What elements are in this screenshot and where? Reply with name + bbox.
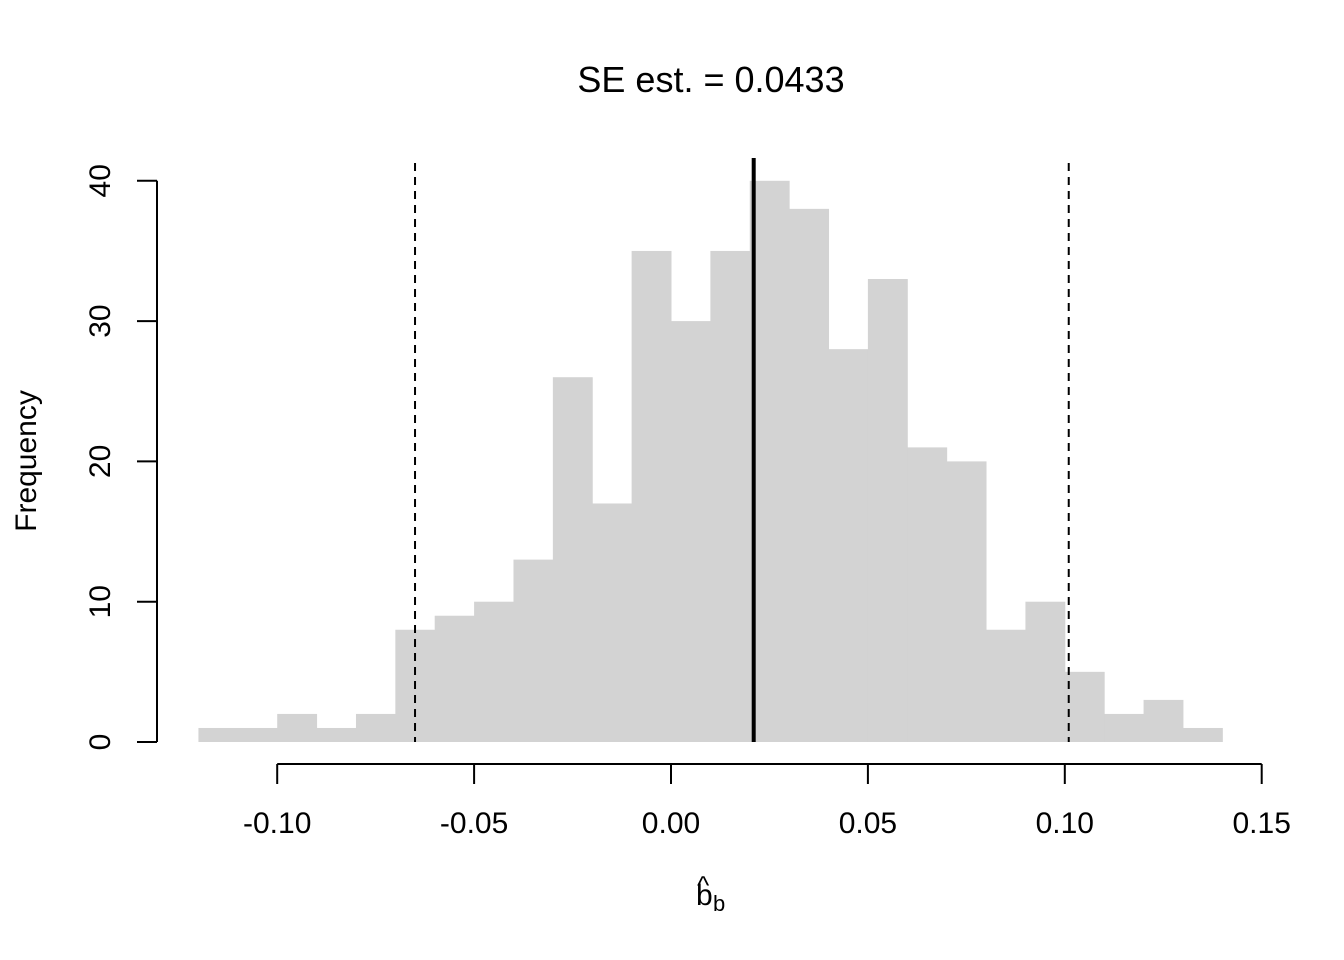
histogram-bar-10	[592, 503, 633, 742]
histogram-bar-19	[946, 461, 987, 742]
histogram-bar-4	[355, 713, 396, 742]
histogram-bar-15	[789, 208, 830, 743]
histogram-bar-13	[710, 250, 751, 742]
histogram-bar-9	[552, 377, 593, 742]
x-axis-label-base: b	[696, 879, 713, 912]
x-tick-label-0: -0.10	[243, 807, 311, 840]
histogram-bar-24	[1143, 699, 1184, 742]
y-axis: 0 10 20 30 40	[84, 164, 158, 751]
x-tick-label-1: -0.05	[440, 807, 508, 840]
histogram-bar-8	[513, 559, 554, 742]
reference-lines	[414, 158, 1070, 742]
y-tick-label-0: 0	[84, 734, 117, 751]
y-tick-label-2: 20	[84, 445, 117, 478]
histogram-bar-6	[434, 615, 475, 742]
histogram-bar-17	[867, 279, 908, 742]
histogram-bar-7	[474, 601, 514, 742]
y-tick-label-3: 30	[84, 304, 117, 337]
y-axis-label: Frequency	[10, 390, 43, 532]
histogram-bar-12	[671, 321, 711, 742]
histogram-bar-16	[828, 349, 869, 742]
x-tick-label-5: 0.15	[1233, 807, 1291, 840]
histogram-bar-21	[1025, 601, 1066, 742]
x-axis: -0.10 -0.05 0.00 0.05 0.10 0.15	[243, 763, 1291, 840]
x-axis-label: b ^ b	[696, 870, 725, 916]
histogram-bar-11	[631, 250, 672, 742]
histogram-bar-3	[316, 727, 357, 742]
y-tick-label-4: 40	[84, 164, 117, 197]
histogram-bar-20	[986, 629, 1026, 742]
histogram-bar-1	[237, 727, 278, 742]
x-axis-label-subscript: b	[713, 891, 725, 916]
histogram-bar-22	[1064, 671, 1105, 742]
histogram-bar-18	[907, 447, 948, 742]
histogram-bar-2	[277, 713, 318, 742]
x-axis-label-hat: ^	[697, 870, 710, 900]
x-tick-label-2: 0.00	[642, 807, 700, 840]
y-tick-label-1: 10	[84, 585, 117, 618]
histogram-bar-25	[1182, 727, 1223, 742]
histogram-bar-14	[749, 180, 790, 743]
histogram-bar-0	[198, 727, 239, 742]
histogram-bar-23	[1104, 713, 1145, 742]
chart-title: SE est. = 0.0433	[577, 59, 844, 100]
x-tick-label-3: 0.05	[839, 807, 897, 840]
x-tick-label-4: 0.10	[1036, 807, 1094, 840]
